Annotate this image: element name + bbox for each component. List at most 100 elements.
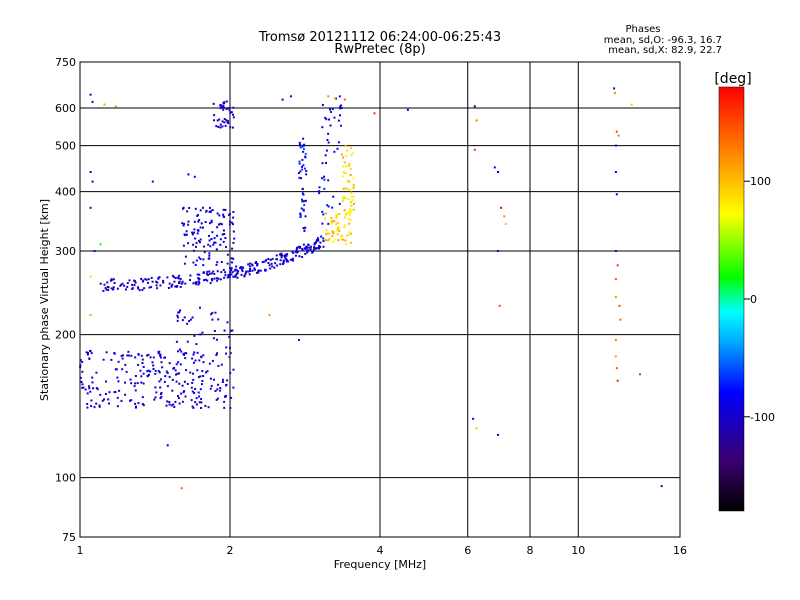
- echo-point: [225, 246, 227, 249]
- y-tick-label: 600: [55, 102, 76, 115]
- colorbar: [718, 86, 745, 512]
- echo-point: [183, 233, 186, 236]
- echo-point: [282, 263, 284, 265]
- echo-point: [118, 389, 121, 392]
- echo-point: [225, 346, 228, 349]
- echo-point: [186, 210, 189, 213]
- echo-point: [614, 355, 617, 358]
- echo-point: [134, 382, 137, 385]
- echo-point: [156, 287, 159, 290]
- echo-point: [324, 217, 326, 220]
- echo-point: [154, 372, 157, 375]
- echo-point: [214, 241, 217, 244]
- echo-point: [335, 213, 338, 216]
- echo-point: [340, 235, 343, 238]
- echo-point: [323, 175, 325, 178]
- echo-point: [113, 282, 116, 284]
- echo-point: [299, 146, 302, 149]
- echo-point: [331, 206, 334, 209]
- echo-point: [125, 288, 127, 291]
- echo-point: [116, 396, 119, 399]
- colorbar-tick-label: 0: [750, 293, 757, 306]
- echo-point: [151, 361, 154, 364]
- echo-point: [86, 353, 89, 356]
- echo-point: [179, 286, 182, 288]
- echo-point: [116, 405, 119, 408]
- echo-point: [232, 216, 235, 219]
- echo-point: [256, 264, 259, 267]
- echo-point: [108, 391, 111, 394]
- echo-point: [161, 366, 164, 369]
- echo-point: [199, 238, 202, 241]
- echo-point: [86, 392, 89, 395]
- echo-point: [352, 177, 355, 180]
- echo-point: [139, 369, 142, 372]
- echo-point: [223, 329, 226, 332]
- x-tick-label: 16: [673, 544, 687, 557]
- echo-point: [281, 254, 284, 257]
- echo-point: [230, 329, 233, 332]
- echo-point: [196, 232, 199, 235]
- echo-point: [229, 220, 231, 223]
- echo-point: [158, 380, 161, 383]
- echo-point: [639, 373, 641, 376]
- echo-point: [229, 346, 231, 349]
- echo-point: [171, 389, 174, 392]
- echo-point: [179, 348, 181, 351]
- echo-point: [249, 268, 252, 270]
- echo-point: [209, 206, 211, 209]
- x-tick-label: 4: [377, 544, 384, 557]
- echo-point: [323, 187, 326, 190]
- echo-point: [207, 257, 210, 260]
- echo-point: [199, 306, 201, 309]
- stats-header: Phases: [625, 24, 660, 35]
- echo-point: [200, 383, 203, 386]
- echo-point: [213, 273, 216, 275]
- echo-point: [343, 209, 346, 212]
- echo-point: [192, 353, 195, 356]
- echo-point: [141, 362, 144, 364]
- echo-point: [297, 245, 300, 248]
- echo-point: [224, 395, 227, 398]
- echo-point: [313, 243, 316, 246]
- y-tick-label: 100: [55, 472, 76, 485]
- echo-point: [88, 387, 91, 390]
- echo-point: [157, 350, 160, 353]
- echo-point: [340, 104, 343, 107]
- echo-point: [303, 200, 305, 203]
- echo-point: [148, 373, 150, 376]
- echo-point: [271, 257, 274, 260]
- echo-point: [280, 252, 283, 255]
- echo-point: [137, 287, 140, 290]
- echo-point: [298, 162, 301, 165]
- echo-point: [177, 277, 180, 280]
- echo-point: [341, 238, 344, 241]
- echo-point: [316, 239, 318, 241]
- echo-point: [331, 219, 334, 222]
- echo-point: [335, 214, 338, 217]
- echo-point: [210, 238, 213, 240]
- echo-point: [194, 263, 197, 266]
- echo-point: [349, 167, 352, 170]
- echo-point: [289, 258, 292, 261]
- echo-point: [298, 176, 301, 179]
- echo-point: [304, 152, 307, 155]
- echo-point: [192, 372, 194, 375]
- echo-point: [101, 399, 104, 402]
- echo-point: [137, 363, 140, 366]
- echo-point: [339, 238, 342, 241]
- echo-point: [199, 241, 201, 244]
- echo-point: [219, 222, 222, 225]
- echo-point: [209, 210, 212, 213]
- echo-point: [232, 368, 235, 371]
- echo-point: [211, 209, 214, 212]
- echo-point: [191, 381, 194, 384]
- echo-point: [195, 403, 198, 406]
- echo-point: [154, 369, 157, 372]
- echo-point: [219, 243, 222, 246]
- echo-point: [210, 221, 213, 224]
- echo-point: [241, 270, 244, 273]
- echo-point: [195, 397, 198, 400]
- echo-point: [475, 427, 478, 430]
- echo-point: [110, 287, 113, 290]
